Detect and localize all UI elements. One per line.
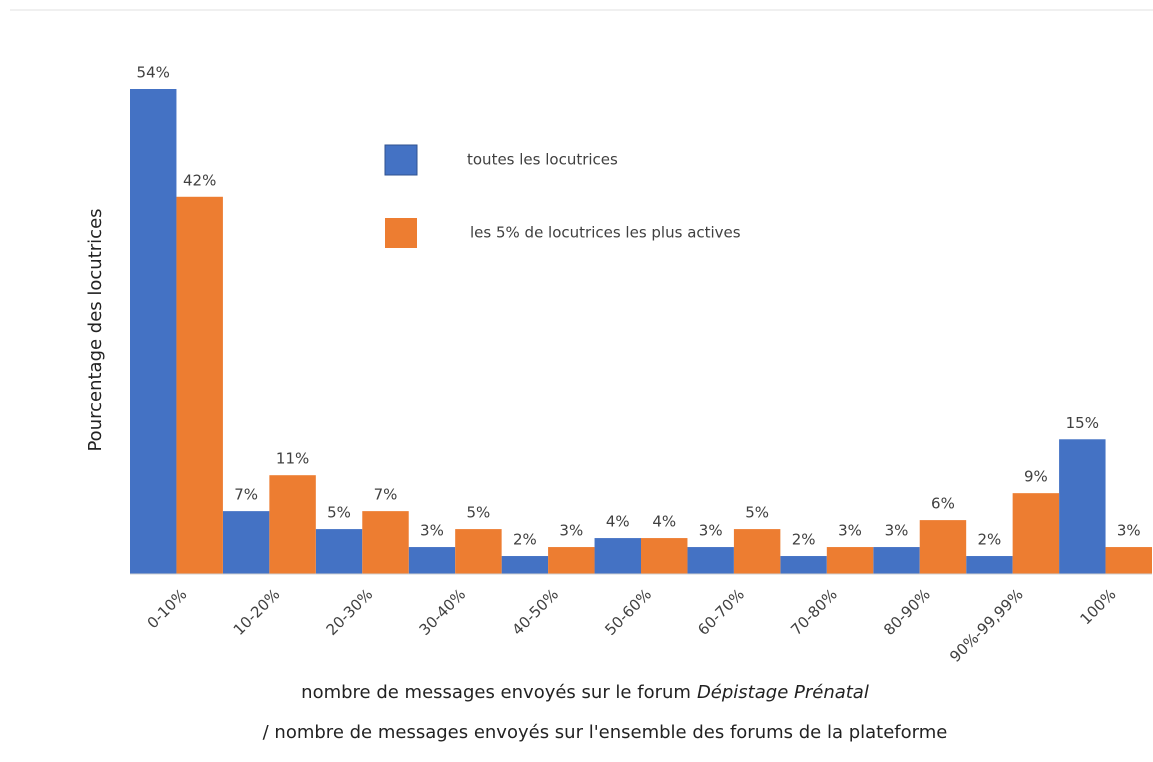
bar: [362, 511, 409, 574]
legend-label: toutes les locutrices: [467, 151, 618, 169]
x-axis-label: nombre de messages envoyés sur le forum D…: [301, 682, 869, 703]
x-tick-label: 40-50%: [508, 585, 562, 639]
x-tick-label: 70-80%: [787, 585, 841, 639]
bar: [966, 556, 1013, 574]
bar: [548, 547, 595, 574]
x-tick-label: 100%: [1076, 585, 1119, 628]
bar: [1012, 493, 1060, 574]
data-label: 42%: [183, 171, 216, 189]
x-tick-label: 10-20%: [230, 585, 284, 639]
y-axis-label: Pourcentage des locutrices: [85, 208, 106, 451]
bar: [455, 529, 502, 574]
bar: [780, 556, 827, 574]
bar: [408, 547, 456, 574]
x-tick-label: 30-40%: [416, 585, 470, 639]
data-label: 15%: [1066, 414, 1099, 432]
bar: [315, 529, 363, 574]
data-label: 7%: [234, 486, 258, 504]
x-axis-label-forum: Dépistage Prénatal: [697, 682, 869, 703]
x-tick-label: 80-90%: [880, 585, 934, 639]
data-label: 6%: [931, 495, 955, 513]
data-label: 3%: [1117, 522, 1141, 540]
data-label: 7%: [374, 486, 398, 504]
data-label: 5%: [745, 504, 769, 522]
legend-label: les 5% de locutrices les plus actives: [470, 224, 741, 242]
bar: [1059, 439, 1106, 574]
legend-swatch: [385, 218, 417, 248]
x-tick-label: 90%-99,99%: [946, 585, 1027, 666]
data-label: 4%: [652, 513, 676, 531]
bar: [130, 89, 177, 574]
x-axis-label-text: nombre de messages envoyés sur le forum: [301, 682, 691, 703]
bar: [176, 196, 223, 574]
bar: [873, 547, 920, 574]
x-axis-label-line2: / nombre de messages envoyés sur l'ensem…: [263, 722, 948, 743]
bar: [501, 556, 549, 574]
data-label: 5%: [467, 504, 491, 522]
bar: [733, 529, 781, 574]
data-label: 2%: [792, 531, 816, 549]
data-label: 5%: [327, 504, 351, 522]
data-label: 3%: [838, 522, 862, 540]
data-label: 3%: [699, 522, 723, 540]
data-label: 3%: [559, 522, 583, 540]
bar: [687, 547, 734, 574]
data-label: 3%: [885, 522, 909, 540]
bar: [826, 547, 874, 574]
data-label: 3%: [420, 522, 444, 540]
bar: [1105, 547, 1152, 574]
x-tick-label: 0-10%: [144, 585, 191, 632]
legend-swatch: [384, 144, 418, 176]
bar: [222, 511, 270, 574]
bar: [594, 538, 641, 574]
data-label: 11%: [276, 450, 309, 468]
x-tick-label: 20-30%: [323, 585, 377, 639]
data-label: 9%: [1024, 468, 1048, 486]
x-tick-label: 60-70%: [694, 585, 748, 639]
data-label: 54%: [137, 64, 170, 82]
x-tick-label: 50-60%: [601, 585, 655, 639]
data-label: 2%: [513, 531, 537, 549]
data-label: 4%: [606, 513, 630, 531]
data-label: 2%: [978, 531, 1002, 549]
bar: [269, 475, 316, 574]
bar: [641, 538, 688, 574]
bar: [919, 520, 967, 574]
